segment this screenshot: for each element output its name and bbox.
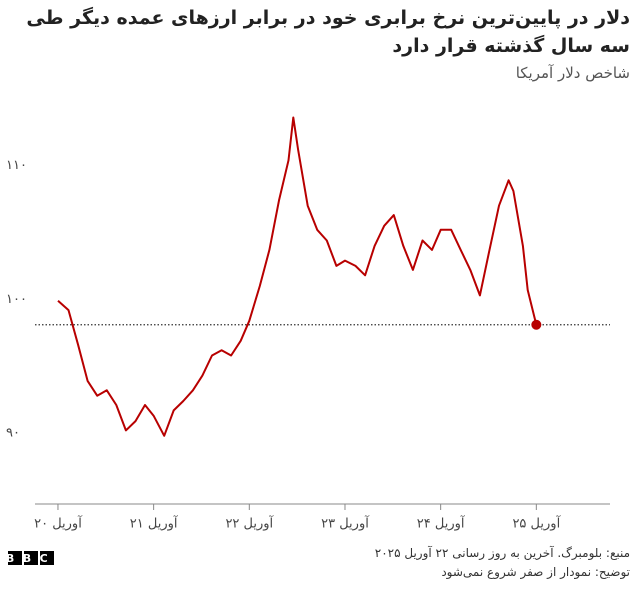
chart-subtitle: شاخص دلار آمریکا <box>515 64 630 82</box>
logo-box <box>40 551 54 565</box>
y-tick-label: ۱۰۰ <box>6 292 27 307</box>
x-tick-label: آوریل ۲۵ <box>512 515 561 532</box>
note: توضیح: نمودار از صفر شروع نمی‌شود <box>441 565 630 579</box>
logo-box <box>8 551 22 565</box>
x-tick-label: آوریل ۲۱ <box>130 515 179 532</box>
x-tick-label: آوریل ۲۴ <box>417 515 466 532</box>
data-line <box>57 116 538 437</box>
end-point <box>531 319 542 330</box>
x-tick-label: آوریل ۲۳ <box>321 515 370 532</box>
y-tick-label: ۱۱۰ <box>6 158 27 173</box>
y-tick-label: ۹۰ <box>6 426 20 441</box>
logo: BBC <box>6 552 56 565</box>
logo-box <box>24 551 38 565</box>
source: منبع: بلومبرگ. آخرین به روز رسانی ۲۲ آور… <box>374 546 630 560</box>
chart-title: دلار در پایین‌ترین نرخ برابری خود در برا… <box>26 7 630 57</box>
x-tick-label: آوریل ۲۲ <box>225 515 274 532</box>
x-tick-label: آوریل ۲۰ <box>34 515 83 532</box>
